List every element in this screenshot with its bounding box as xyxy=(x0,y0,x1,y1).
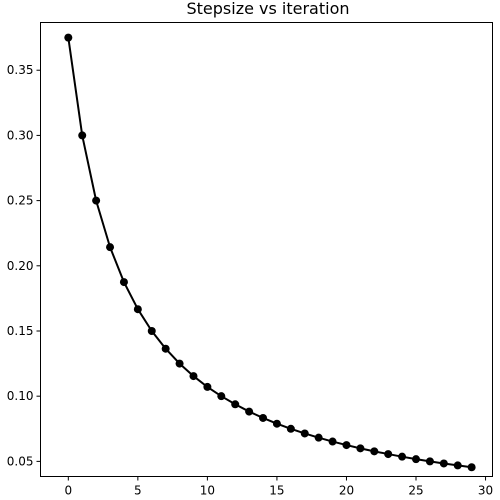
x-tick-label: 5 xyxy=(134,484,142,498)
data-point xyxy=(384,450,393,459)
data-point xyxy=(328,437,337,446)
y-tick-label: 0.25 xyxy=(7,194,34,208)
data-point xyxy=(245,407,254,416)
data-point xyxy=(147,326,156,335)
data-point xyxy=(467,463,476,472)
y-tick-label: 0.05 xyxy=(7,454,34,468)
x-tick-label: 30 xyxy=(478,484,493,498)
data-point xyxy=(425,457,434,466)
data-point xyxy=(92,196,101,205)
data-point xyxy=(64,33,73,42)
data-point xyxy=(412,455,421,464)
data-point xyxy=(119,278,128,287)
data-point xyxy=(286,424,295,433)
data-point xyxy=(300,429,309,438)
data-point xyxy=(370,447,379,456)
y-tick-label: 0.15 xyxy=(7,324,34,338)
y-axis: 0.05 0.10 0.15 0.20 0.25 0.30 0.35 xyxy=(7,63,41,468)
data-point xyxy=(259,413,268,422)
y-tick-label: 0.10 xyxy=(7,389,34,403)
data-point xyxy=(453,461,462,470)
x-tick-label: 0 xyxy=(64,484,72,498)
data-point xyxy=(342,441,351,450)
data-point xyxy=(175,359,184,368)
series-layer xyxy=(64,33,476,472)
y-tick-label: 0.30 xyxy=(7,128,34,142)
chart-title: Stepsize vs iteration xyxy=(186,0,349,18)
data-point xyxy=(78,131,87,140)
plot-frame xyxy=(40,22,493,477)
data-point xyxy=(439,459,448,468)
data-point xyxy=(133,305,142,314)
data-point xyxy=(231,400,240,409)
x-tick-label: 10 xyxy=(200,484,215,498)
y-tick-label: 0.20 xyxy=(7,259,34,273)
x-tick-label: 25 xyxy=(408,484,423,498)
data-point xyxy=(398,452,407,461)
data-point xyxy=(189,372,198,381)
data-point xyxy=(356,444,365,453)
x-tick-label: 20 xyxy=(339,484,354,498)
data-point xyxy=(272,419,281,428)
series-line xyxy=(67,37,472,469)
y-tick-label: 0.35 xyxy=(7,63,34,77)
data-point xyxy=(203,382,212,391)
data-point xyxy=(314,433,323,442)
data-point xyxy=(217,392,226,401)
data-point xyxy=(161,344,170,353)
x-axis: 0 5 10 15 20 25 30 xyxy=(64,476,493,498)
x-tick-label: 15 xyxy=(269,484,284,498)
data-point xyxy=(106,243,115,252)
